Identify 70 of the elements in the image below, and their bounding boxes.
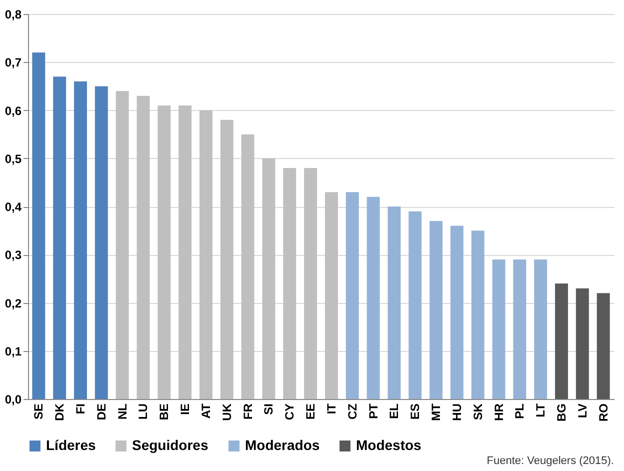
x-tick-label: SK — [470, 403, 485, 420]
bar — [471, 230, 484, 399]
bar — [534, 259, 548, 399]
x-tick-label: CZ — [345, 404, 360, 420]
bar — [555, 284, 568, 399]
legend-label: Moderados — [245, 437, 320, 453]
bar — [492, 259, 506, 399]
x-tick-label: NL — [115, 404, 130, 420]
bar — [74, 81, 87, 399]
legend-label: Seguidores — [132, 437, 208, 453]
bar — [199, 110, 212, 399]
x-tick-label: DK — [52, 403, 67, 421]
y-tick-label: 0,5 — [4, 152, 22, 166]
x-tick-label: LT — [534, 402, 548, 418]
bar — [136, 96, 150, 399]
x-tick-label: LV — [575, 404, 590, 418]
bar — [430, 220, 443, 399]
y-tick-label: 0,0 — [4, 392, 22, 406]
bar — [53, 76, 66, 399]
x-tick-label: AT — [198, 402, 213, 419]
x-tick-label: FR — [240, 403, 255, 420]
y-tick-label: 0,4 — [4, 200, 22, 214]
bar — [262, 158, 276, 399]
x-tick-label: EL — [387, 404, 402, 419]
source-note: Fuente: Veugelers (2015). — [486, 455, 614, 467]
bar — [366, 196, 380, 399]
bar — [283, 168, 296, 399]
x-tick-label: BE — [157, 404, 172, 420]
x-tick-label: SI — [262, 404, 276, 415]
bar — [220, 120, 234, 399]
x-tick-label: SE — [32, 404, 46, 420]
bar — [324, 192, 338, 399]
bar — [32, 52, 46, 399]
bar — [576, 288, 589, 399]
y-tick-label: 0,1 — [4, 344, 22, 358]
x-tick-label: CY — [282, 404, 297, 420]
bar — [304, 168, 318, 399]
bar — [241, 134, 254, 399]
x-tick-label: PT — [366, 402, 380, 419]
legend-label: Líderes — [46, 437, 96, 453]
bar — [408, 211, 422, 399]
x-tick-label: FI — [73, 404, 88, 414]
x-tick-label: HR — [492, 403, 506, 421]
y-tick-label: 0,8 — [4, 8, 22, 22]
x-tick-label: BG — [554, 404, 569, 422]
bar — [158, 105, 171, 399]
bar — [388, 206, 401, 399]
bar — [178, 105, 192, 399]
y-tick-label: 0,3 — [4, 248, 22, 262]
x-tick-label: PL — [512, 404, 527, 419]
bar — [513, 259, 526, 399]
x-tick-label: ES — [408, 404, 422, 420]
x-tick-label: RO — [596, 404, 610, 422]
x-tick-label: LU — [136, 404, 150, 420]
x-tick-label: IT — [324, 402, 338, 414]
legend-label: Modestos — [356, 437, 422, 453]
x-tick-label: IE — [178, 404, 192, 415]
x-tick-label: UK — [220, 403, 234, 421]
x-tick-label: MT — [429, 402, 444, 421]
bar — [94, 86, 108, 399]
bar — [596, 293, 610, 399]
y-tick-label: 0,7 — [4, 56, 22, 70]
bar — [346, 192, 359, 399]
y-tick-label: 0,6 — [4, 104, 22, 118]
x-tick-label: HU — [450, 404, 464, 421]
x-tick-label: DE — [94, 404, 108, 420]
bar — [116, 91, 129, 399]
bar — [450, 226, 464, 399]
y-tick-label: 0,2 — [4, 296, 22, 310]
x-tick-label: EE — [304, 404, 318, 420]
